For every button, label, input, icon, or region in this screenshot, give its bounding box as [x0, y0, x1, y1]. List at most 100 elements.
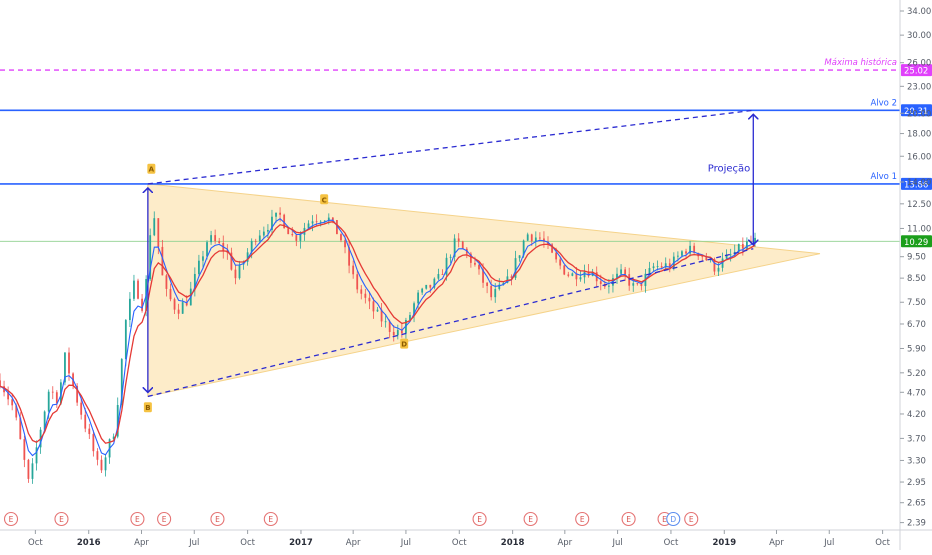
event-marker-label-2: E: [135, 515, 140, 524]
candle-body: [559, 259, 562, 266]
candle-body: [262, 231, 265, 236]
x-tick-label: 2016: [77, 538, 101, 548]
level-price-tag-1: [901, 104, 932, 117]
candle-body: [173, 299, 176, 310]
candle-body: [35, 447, 38, 464]
candle-body: [15, 405, 18, 418]
candle-body: [137, 280, 139, 299]
candle-body: [206, 242, 208, 257]
event-marker-label-3: E: [162, 515, 167, 524]
candle-body: [23, 439, 26, 460]
event-marker-label-1: E: [59, 515, 64, 524]
current-price-text: 10.29: [904, 238, 928, 248]
candle-body: [11, 399, 14, 406]
candle-body: [429, 284, 432, 288]
y-tick-label: 2.39: [907, 519, 926, 529]
candle-body: [543, 238, 545, 242]
candle-body: [311, 221, 314, 224]
candle-body: [457, 238, 460, 242]
candle-body: [169, 288, 172, 300]
event-marker-11: [666, 511, 681, 527]
y-tick-label: 16.00: [907, 152, 931, 162]
candle-body: [372, 301, 375, 312]
candle-body: [729, 254, 732, 256]
candle-body: [396, 330, 399, 336]
x-tick-label: Oct: [240, 538, 255, 548]
x-tick-label: Oct: [452, 538, 467, 548]
candle-body: [238, 264, 241, 279]
upper-projection-line: [147, 109, 754, 185]
candle-body: [327, 217, 330, 221]
projection-label: Projeção: [708, 164, 751, 175]
current-price-tag: [901, 235, 932, 248]
candle-body: [92, 434, 95, 452]
x-tick-label: Oct: [28, 538, 43, 548]
candle-body: [84, 414, 87, 429]
y-tick-label: 4.20: [907, 410, 926, 420]
candle-body: [218, 241, 221, 243]
candle-body: [80, 402, 83, 415]
candle-body: [283, 214, 286, 229]
candle-body: [433, 278, 436, 288]
candle-body: [100, 459, 103, 471]
candle-body: [250, 241, 253, 253]
event-marker-label-5: E: [268, 515, 273, 524]
candle-body: [741, 243, 744, 249]
candle-body: [563, 265, 566, 275]
candle-body: [685, 251, 687, 254]
candle-body: [502, 282, 505, 285]
candle-body: [315, 221, 318, 223]
swing-marker-3: [400, 338, 409, 349]
candle-body: [721, 258, 724, 268]
candle-body: [498, 284, 501, 290]
candle-body: [230, 252, 233, 270]
candle-body: [693, 245, 696, 253]
candle-body: [599, 281, 602, 284]
event-marker-label-10: E: [662, 515, 667, 524]
candle-body: [331, 217, 334, 221]
candle-body: [437, 274, 440, 279]
candle-body: [51, 391, 54, 393]
y-tick-label: 26.00: [907, 59, 931, 69]
candle-body: [388, 321, 391, 332]
candle-body: [31, 463, 34, 479]
lower-trendline: [147, 248, 754, 398]
y-tick-label: 9.50: [907, 253, 926, 263]
event-marker-0: [3, 511, 19, 527]
event-marker-9: [621, 511, 636, 527]
candle-body: [360, 289, 363, 294]
y-tick-label: 11.00: [907, 224, 931, 234]
candle-body: [575, 273, 578, 280]
x-tick-label: Oct: [664, 538, 679, 548]
level-label-0: Máxima histórica: [824, 57, 897, 68]
candle-body: [494, 289, 497, 298]
event-marker-3: [157, 511, 172, 527]
candle-body: [120, 359, 123, 406]
event-marker-8: [575, 511, 590, 527]
candle-body: [421, 288, 424, 293]
candle-body: [648, 268, 651, 274]
candle-body: [128, 298, 131, 321]
candle-body: [506, 276, 509, 283]
price-axis[interactable]: 34.00 30.00 26.00 23.00 20.00 18.00 16.00 14.00…: [899, 0, 931, 550]
candle-body: [656, 266, 659, 267]
candle-body: [157, 218, 160, 247]
candle-body: [713, 259, 716, 272]
time-axis[interactable]: Oct 2016 Apr Jul Oct 2017 Apr Jul Oct 2018 Apr Jul O…: [0, 529, 932, 548]
candle-body: [624, 269, 627, 275]
candle-body: [453, 238, 456, 257]
candle-body: [177, 309, 180, 314]
x-tick-label: 2018: [501, 538, 525, 548]
swing-marker-label-3: D: [401, 341, 407, 349]
event-marker-4: [210, 511, 225, 527]
candle-body: [461, 241, 464, 249]
candle-body: [153, 218, 156, 236]
y-tick-label: 30.00: [907, 31, 931, 41]
candle-body: [161, 246, 164, 276]
candle-body: [737, 243, 740, 252]
candle-body: [636, 283, 639, 285]
candle-body: [112, 436, 115, 440]
candle-body: [214, 235, 217, 242]
